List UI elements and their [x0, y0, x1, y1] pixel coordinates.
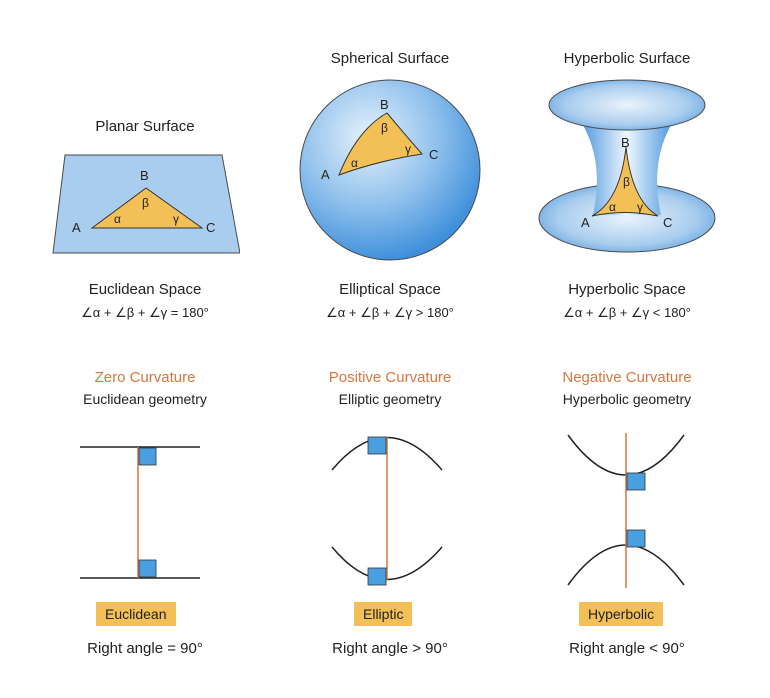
vertex-a-label: A — [321, 167, 330, 182]
alpha-label: α — [609, 200, 616, 214]
planar-surface-title: Planar Surface — [60, 118, 230, 135]
right-angle-square-top — [627, 473, 645, 490]
euclidean-space-label: Euclidean Space — [60, 281, 230, 298]
euclidean-lines-diagram — [75, 435, 205, 590]
vertex-c-label: C — [206, 220, 215, 235]
vertex-b-label: B — [380, 97, 389, 112]
euclidean-badge: Euclidean — [96, 602, 176, 626]
right-angle-square-bottom — [368, 568, 386, 585]
gamma-label: γ — [405, 142, 411, 156]
elliptic-badge: Elliptic — [354, 602, 412, 626]
gamma-label: γ — [637, 200, 643, 214]
hyperbolic-badge: Hyperbolic — [579, 602, 663, 626]
right-angle-square-bottom — [139, 560, 156, 577]
right-angle-square-top — [368, 437, 386, 454]
vertex-a-label: A — [72, 220, 81, 235]
hyperbolic-surface-title: Hyperbolic Surface — [542, 50, 712, 67]
hyperbolic-space-label: Hyperbolic Space — [542, 281, 712, 298]
right-angle-square-bottom — [627, 530, 645, 547]
positive-curvature-label: Positive Curvature — [305, 369, 475, 386]
vertex-b-label: B — [140, 168, 149, 183]
hyperbolic-right-angle: Right angle < 90° — [542, 640, 712, 657]
alpha-label: α — [351, 156, 358, 170]
hyperbolic-geometry-label: Hyperbolic geometry — [542, 391, 712, 407]
vertex-c-label: C — [429, 147, 438, 162]
vertex-a-label: A — [581, 215, 590, 230]
hyperbolic-lines-diagram — [560, 425, 695, 595]
elliptic-geometry-label: Elliptic geometry — [305, 391, 475, 407]
hyperbolic-surface-diagram: A B C α β γ — [535, 75, 720, 265]
hyperbolic-angle-sum: ∠α + ∠β + ∠γ < 180° — [542, 305, 712, 321]
gamma-label: γ — [173, 212, 179, 226]
planar-surface-diagram: A B C α β γ — [50, 150, 240, 260]
alpha-label: α — [114, 212, 121, 226]
beta-label: β — [381, 121, 388, 135]
zero-curvature-label: Zero Curvature — [60, 369, 230, 386]
euclidean-right-angle: Right angle = 90° — [60, 640, 230, 657]
euclidean-angle-sum: ∠α + ∠β + ∠γ = 180° — [60, 305, 230, 321]
elliptical-space-label: Elliptical Space — [305, 281, 475, 298]
beta-label: β — [623, 175, 630, 189]
spherical-surface-title: Spherical Surface — [305, 50, 475, 67]
right-angle-square-top — [139, 448, 156, 465]
vertex-b-label: B — [621, 135, 630, 150]
elliptic-lines-diagram — [320, 425, 455, 595]
euclidean-geometry-label: Euclidean geometry — [60, 391, 230, 407]
negative-curvature-label: Negative Curvature — [542, 369, 712, 386]
spherical-surface-diagram: A B C α β γ — [295, 75, 485, 265]
top-rim — [549, 80, 705, 130]
vertex-c-label: C — [663, 215, 672, 230]
beta-label: β — [142, 196, 149, 210]
elliptic-right-angle: Right angle > 90° — [305, 640, 475, 657]
elliptical-angle-sum: ∠α + ∠β + ∠γ > 180° — [305, 305, 475, 321]
